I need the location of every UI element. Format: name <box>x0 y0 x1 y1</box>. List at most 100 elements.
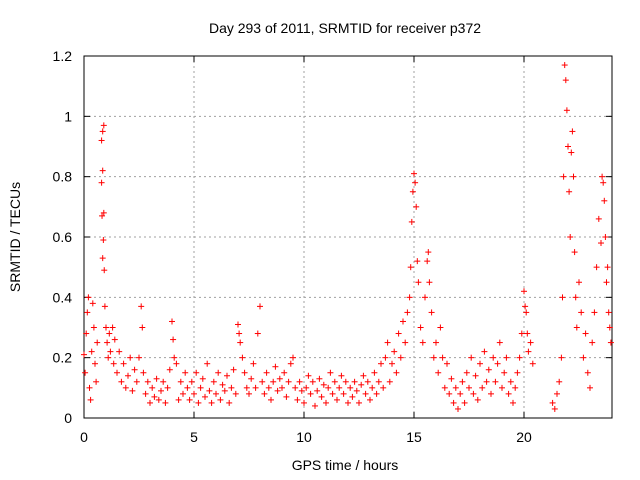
data-point <box>572 294 579 301</box>
data-point <box>186 396 193 403</box>
data-point <box>204 360 211 367</box>
data-point <box>182 369 189 376</box>
data-point <box>568 149 575 156</box>
data-point <box>457 390 464 397</box>
data-point <box>576 279 582 286</box>
data-point <box>270 378 277 385</box>
data-point <box>367 396 373 403</box>
data-point <box>193 369 200 376</box>
data-point <box>551 405 558 412</box>
data-point <box>472 372 479 379</box>
data-point <box>87 396 94 403</box>
data-point <box>98 179 105 186</box>
data-point <box>382 354 389 361</box>
data-point <box>140 369 147 376</box>
data-point <box>100 237 107 244</box>
x-axis-label: GPS time / hours <box>292 457 399 473</box>
data-point <box>241 369 248 376</box>
data-point <box>362 390 369 397</box>
data-point <box>496 339 503 346</box>
data-point <box>139 324 146 331</box>
data-point <box>252 384 259 391</box>
data-point <box>561 62 568 69</box>
data-point <box>144 378 151 385</box>
data-point <box>501 369 508 376</box>
data-point <box>86 384 93 391</box>
data-point <box>307 390 314 397</box>
data-point <box>155 396 162 403</box>
data-point <box>230 366 237 373</box>
data-point <box>604 264 611 271</box>
data-point <box>404 309 411 316</box>
data-point <box>138 303 145 310</box>
y-axis-label: SRMTID / TECUs <box>7 182 23 292</box>
data-point <box>259 378 266 385</box>
data-point <box>470 390 477 397</box>
data-point <box>151 393 158 400</box>
data-point <box>345 399 351 406</box>
data-point <box>149 384 156 391</box>
data-point <box>195 399 202 406</box>
data-point <box>215 369 222 376</box>
data-point <box>248 375 255 382</box>
data-point <box>331 378 338 385</box>
data-point <box>236 330 243 337</box>
x-tick-label: 20 <box>516 429 532 445</box>
data-point <box>450 399 457 406</box>
chart-title: Day 293 of 2011, SRMTID for receiver p37… <box>209 20 481 36</box>
data-point <box>219 381 226 388</box>
data-point <box>582 330 589 337</box>
data-point <box>455 405 461 412</box>
data-point <box>263 369 270 376</box>
data-point <box>430 354 437 361</box>
data-point <box>406 294 413 301</box>
data-point <box>554 390 560 397</box>
data-point <box>202 393 208 400</box>
data-point <box>516 354 523 361</box>
data-point <box>569 128 576 135</box>
data-point <box>422 294 428 301</box>
data-point <box>292 384 299 391</box>
data-point <box>424 258 431 265</box>
data-point <box>428 309 435 316</box>
data-point <box>164 384 171 391</box>
data-point <box>591 309 598 316</box>
data-point <box>412 179 419 186</box>
data-point <box>88 348 95 355</box>
data-point <box>369 384 376 391</box>
data-point <box>224 372 230 379</box>
data-point <box>602 234 609 240</box>
data-point <box>153 375 160 382</box>
data-point <box>325 384 332 391</box>
data-point <box>279 384 285 391</box>
data-point <box>477 360 483 367</box>
y-tick-label: 0.4 <box>53 289 73 305</box>
data-point <box>373 390 380 397</box>
data-point <box>606 324 613 331</box>
data-point <box>483 378 490 385</box>
data-point <box>466 384 472 391</box>
data-point <box>197 384 204 391</box>
data-point <box>327 369 334 376</box>
data-point <box>566 188 573 195</box>
x-tick-label: 0 <box>80 429 88 445</box>
data-point <box>334 396 340 403</box>
y-tick-label: 0.8 <box>53 169 73 185</box>
data-point <box>221 387 228 394</box>
data-point <box>290 354 296 361</box>
data-point <box>408 218 415 225</box>
data-point <box>114 369 120 376</box>
data-point <box>298 387 305 394</box>
y-tick-label: 0 <box>64 410 72 426</box>
data-point <box>136 354 142 361</box>
data-point <box>563 107 570 114</box>
data-point <box>83 330 90 337</box>
data-point <box>446 390 453 397</box>
data-point <box>257 303 263 310</box>
data-point <box>351 378 358 385</box>
data-point <box>175 396 182 403</box>
data-point <box>415 279 422 286</box>
data-point <box>492 378 499 385</box>
data-point <box>419 339 426 346</box>
data-point <box>437 324 444 331</box>
